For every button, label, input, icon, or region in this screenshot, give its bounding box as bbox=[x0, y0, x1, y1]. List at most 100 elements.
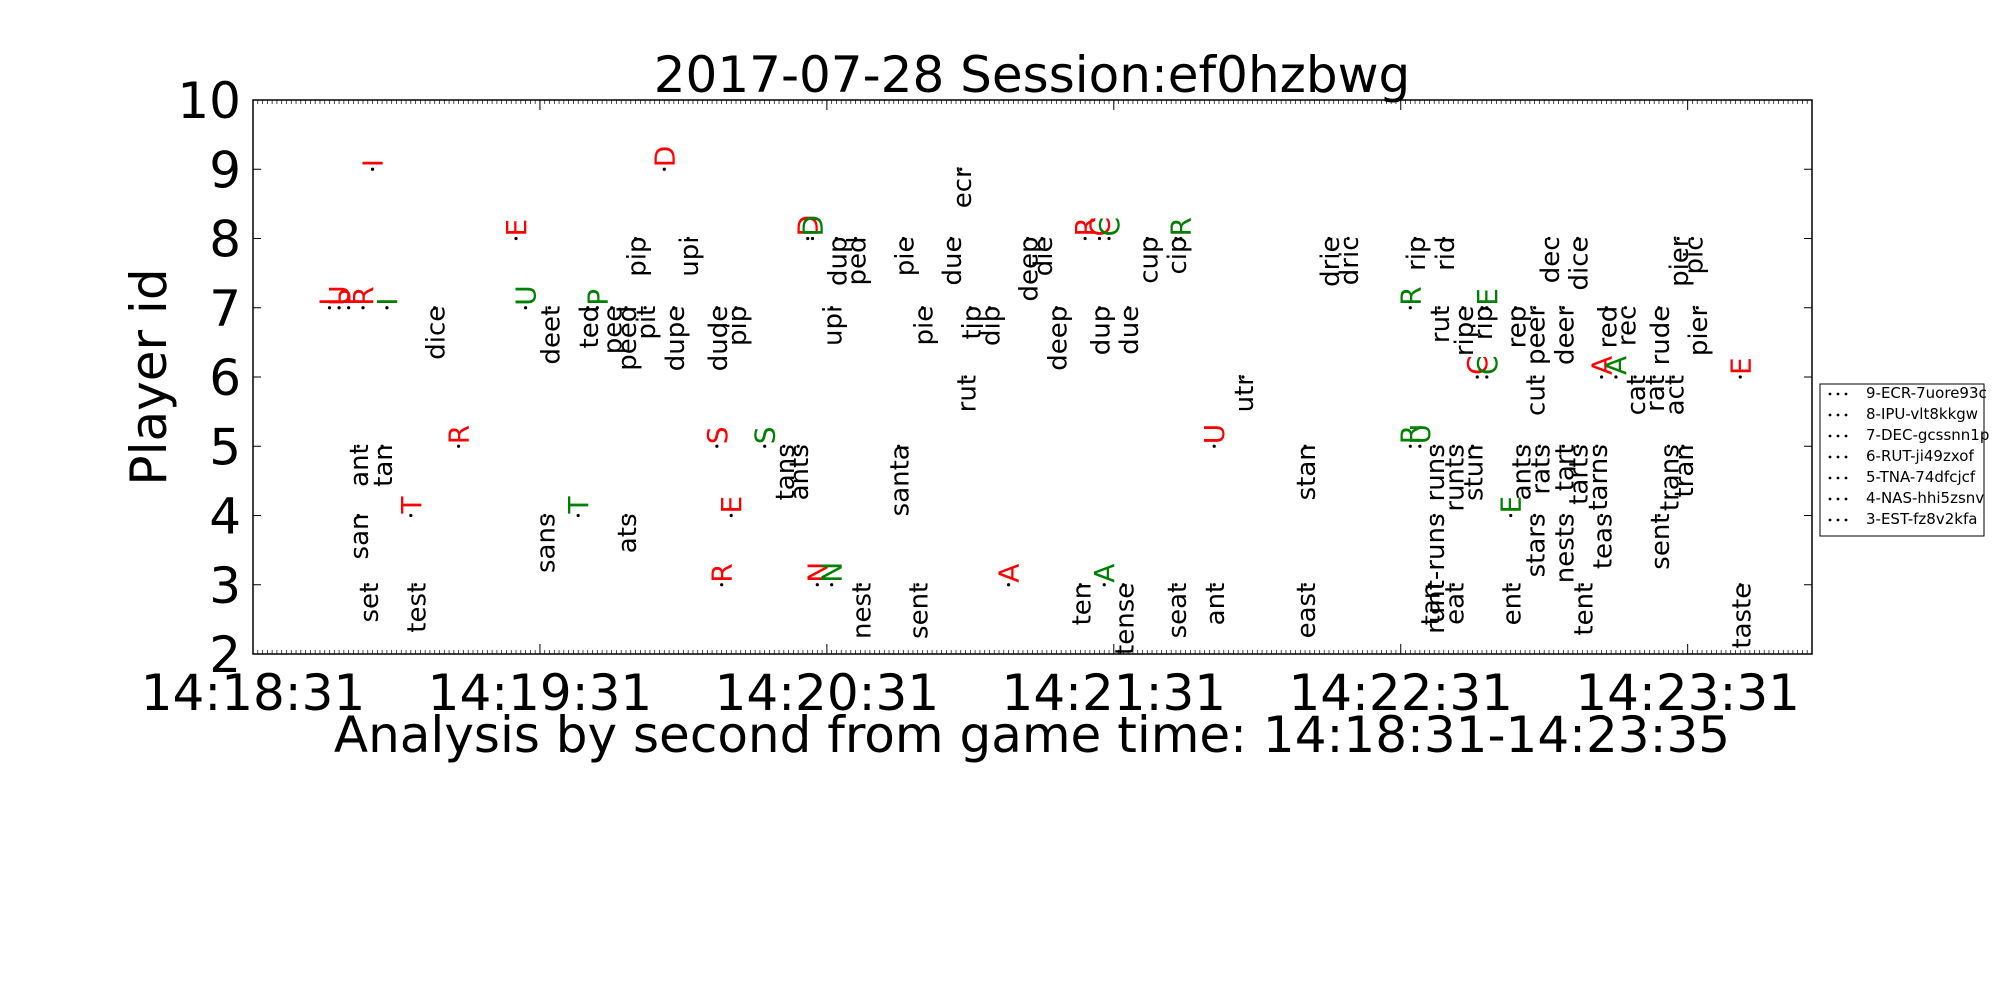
y-axis-label: Player id bbox=[120, 268, 178, 485]
data-label: rip bbox=[1469, 306, 1499, 340]
y-tick-label: 10 bbox=[177, 72, 241, 130]
data-label: test bbox=[403, 583, 433, 633]
data-label: tans bbox=[771, 444, 801, 500]
data-point: cip bbox=[1163, 237, 1193, 275]
data-point-dot bbox=[643, 306, 647, 310]
data-label: pier bbox=[1684, 305, 1714, 356]
data-point-dot bbox=[1461, 306, 1465, 310]
data-point-dot bbox=[1533, 375, 1537, 379]
data-label: die bbox=[1029, 237, 1059, 277]
data-label: pic bbox=[1679, 237, 1709, 275]
data-point-dot bbox=[1408, 444, 1412, 448]
data-point: R bbox=[1394, 286, 1427, 310]
data-point: E bbox=[500, 219, 533, 241]
data-point: tan bbox=[1416, 583, 1446, 626]
data-label: seat bbox=[1163, 583, 1193, 639]
data-point-dot bbox=[1078, 583, 1082, 587]
data-label: utr bbox=[1230, 375, 1260, 413]
data-label: upi bbox=[819, 306, 849, 346]
data-point-dot bbox=[810, 236, 815, 241]
data-label: ant bbox=[345, 444, 375, 487]
data-label: rut bbox=[1426, 306, 1456, 343]
data-point: ten bbox=[1067, 583, 1097, 626]
data-point-dot bbox=[385, 306, 389, 310]
data-point-dot bbox=[409, 513, 413, 518]
data-label: dip bbox=[976, 306, 1006, 346]
data-point-dot bbox=[1633, 375, 1637, 379]
data-point-dot bbox=[1174, 236, 1178, 241]
data-label: D bbox=[648, 146, 681, 168]
data-label: stars bbox=[1522, 514, 1552, 578]
data-point-dot bbox=[1145, 236, 1149, 241]
data-point: ped bbox=[843, 237, 873, 286]
data-point: dupe bbox=[661, 306, 691, 371]
data-point-dot bbox=[1179, 236, 1183, 241]
data-label: C bbox=[1083, 217, 1116, 237]
data-label: S bbox=[701, 426, 734, 444]
data-point: san bbox=[345, 514, 375, 560]
data-point: D bbox=[792, 215, 825, 241]
data-point: pic bbox=[1679, 237, 1709, 275]
data-label: sans bbox=[532, 514, 562, 574]
data-point: E bbox=[715, 496, 748, 518]
data-point-dot bbox=[547, 306, 552, 310]
data-point: peed bbox=[613, 306, 643, 371]
data-point: pier bbox=[1684, 305, 1714, 356]
data-point: deer bbox=[1550, 305, 1580, 364]
data-label: pip bbox=[623, 237, 653, 277]
legend-label: 6-RUT-ji49zxof bbox=[1866, 447, 1974, 465]
data-label: tran bbox=[1670, 444, 1700, 497]
data-label: east bbox=[1292, 583, 1322, 639]
chart-title: 2017-07-28 Session:ef0hzbwg bbox=[654, 46, 1411, 104]
data-label: C bbox=[1093, 217, 1126, 237]
data-point-dot bbox=[1097, 306, 1102, 310]
data-point-dot bbox=[1652, 375, 1656, 379]
data-point-dot bbox=[1595, 444, 1599, 448]
data-point-dot bbox=[1470, 444, 1475, 448]
data-point: pip bbox=[723, 306, 753, 346]
data-point-dot bbox=[1241, 375, 1245, 379]
data-label: ent bbox=[1498, 583, 1528, 626]
legend-marker bbox=[1844, 518, 1848, 522]
data-point-dot bbox=[1561, 306, 1565, 310]
data-point: nests bbox=[1550, 514, 1580, 584]
data-label: dice bbox=[1565, 237, 1595, 291]
data-point: peer bbox=[1522, 305, 1552, 364]
data-label: T bbox=[562, 496, 595, 515]
data-label: P bbox=[333, 289, 366, 306]
data-point-dot bbox=[1738, 375, 1742, 379]
data-point-dot bbox=[1432, 513, 1436, 518]
data-label: R bbox=[706, 563, 739, 582]
data-point: deep bbox=[1043, 306, 1073, 371]
data-label: runt-runs bbox=[1421, 514, 1451, 634]
data-point-dot bbox=[356, 444, 360, 448]
data-label: rep bbox=[1503, 306, 1533, 349]
data-label: teas bbox=[1589, 514, 1619, 570]
data-point-dot bbox=[959, 167, 963, 171]
data-point: eat bbox=[1440, 583, 1470, 625]
data-point-dot bbox=[523, 306, 528, 310]
data-point: stun bbox=[1459, 444, 1489, 501]
data-label: E bbox=[1495, 496, 1528, 514]
data-label: N bbox=[816, 562, 849, 583]
data-point: I bbox=[357, 159, 390, 171]
data-label: trans bbox=[1656, 444, 1686, 511]
data-label: pie bbox=[890, 237, 920, 277]
data-point: pee bbox=[599, 306, 629, 355]
data-label: E bbox=[1724, 357, 1757, 375]
data-point: act bbox=[1660, 375, 1690, 415]
data-point: tart bbox=[1550, 444, 1580, 491]
data-point: rats bbox=[1526, 444, 1556, 494]
data-label: deer bbox=[1550, 305, 1580, 364]
data-label: dice bbox=[422, 306, 452, 360]
data-point: C bbox=[1083, 217, 1116, 241]
legend-marker bbox=[1844, 392, 1848, 396]
data-point: rude bbox=[1646, 306, 1676, 366]
data-point-dot bbox=[1513, 306, 1518, 310]
data-point: set bbox=[355, 583, 385, 623]
data-point-dot bbox=[1303, 583, 1307, 587]
data-label: rut bbox=[953, 375, 983, 412]
legend-label: 5-TNA-74dfcjcf bbox=[1866, 468, 1976, 486]
data-point: deet bbox=[536, 306, 566, 365]
data-point: pit bbox=[632, 306, 662, 340]
